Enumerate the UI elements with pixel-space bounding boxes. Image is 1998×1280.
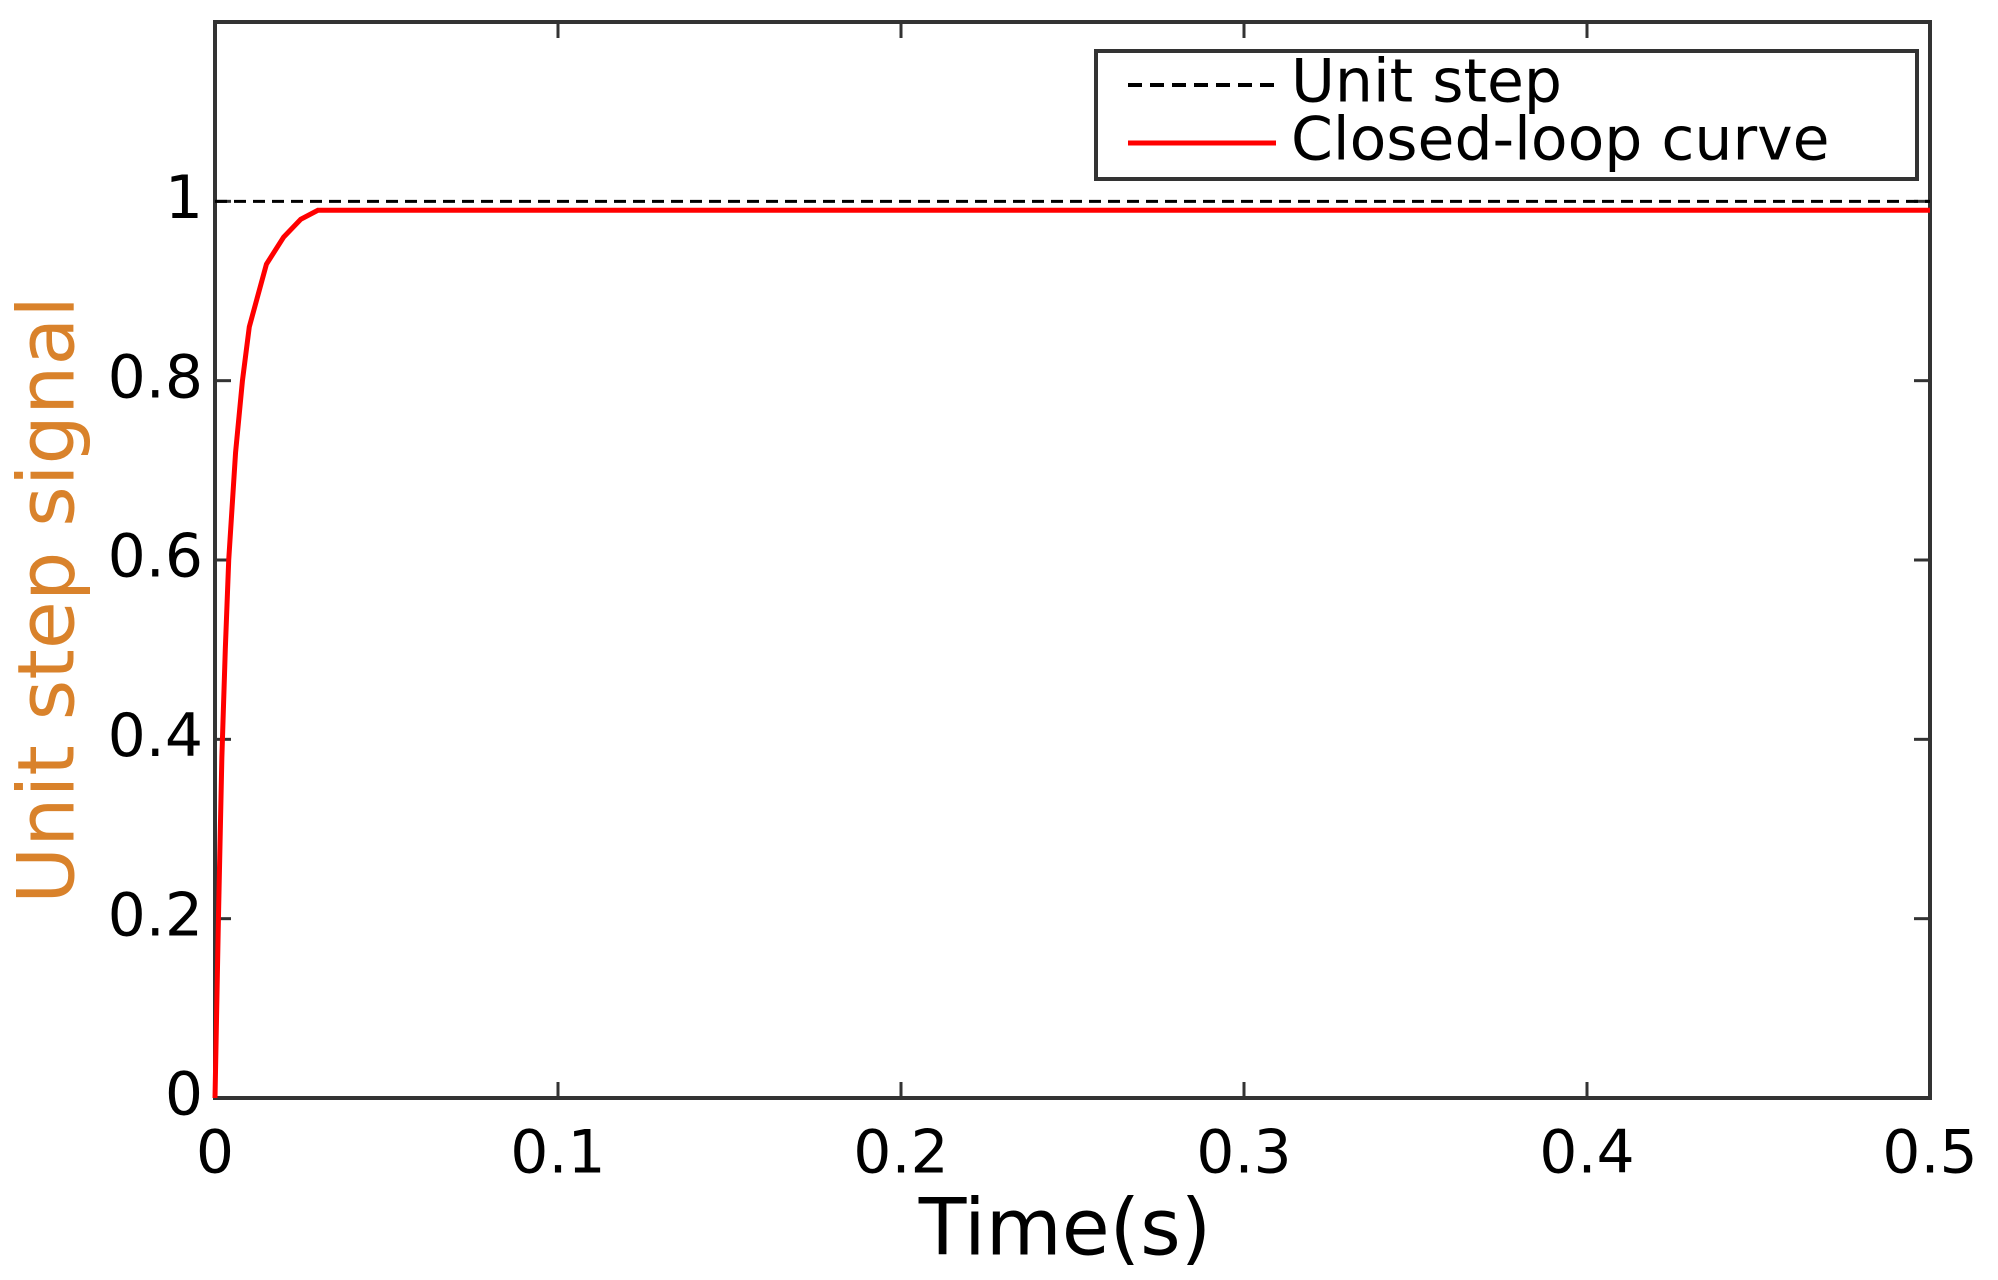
x-axis-label: Time(s) (918, 1183, 1211, 1273)
y-tick-label: 1 (165, 163, 203, 233)
series-line (212, 207, 1930, 1099)
x-tick-label: 0 (196, 1118, 234, 1188)
x-tick-label: 0.4 (1539, 1118, 1634, 1188)
y-tick-label: 0.6 (108, 522, 203, 592)
x-tick-label: 0.5 (1882, 1118, 1977, 1188)
x-tick-label: 0.1 (510, 1118, 605, 1188)
y-tick-label: 0 (165, 1060, 203, 1130)
legend-box (1094, 49, 1919, 181)
y-tick-label: 0.2 (108, 880, 203, 950)
y-tick-label: 0.4 (108, 701, 203, 771)
legend-label: Closed-loop curve (1291, 105, 1830, 175)
y-axis-label: Unit step signal (2, 296, 92, 904)
y-tick-label: 0.8 (108, 342, 203, 412)
x-tick-label: 0.3 (1196, 1118, 1291, 1188)
legend-label: Unit step (1291, 47, 1562, 117)
x-tick-label: 0.2 (853, 1118, 948, 1188)
